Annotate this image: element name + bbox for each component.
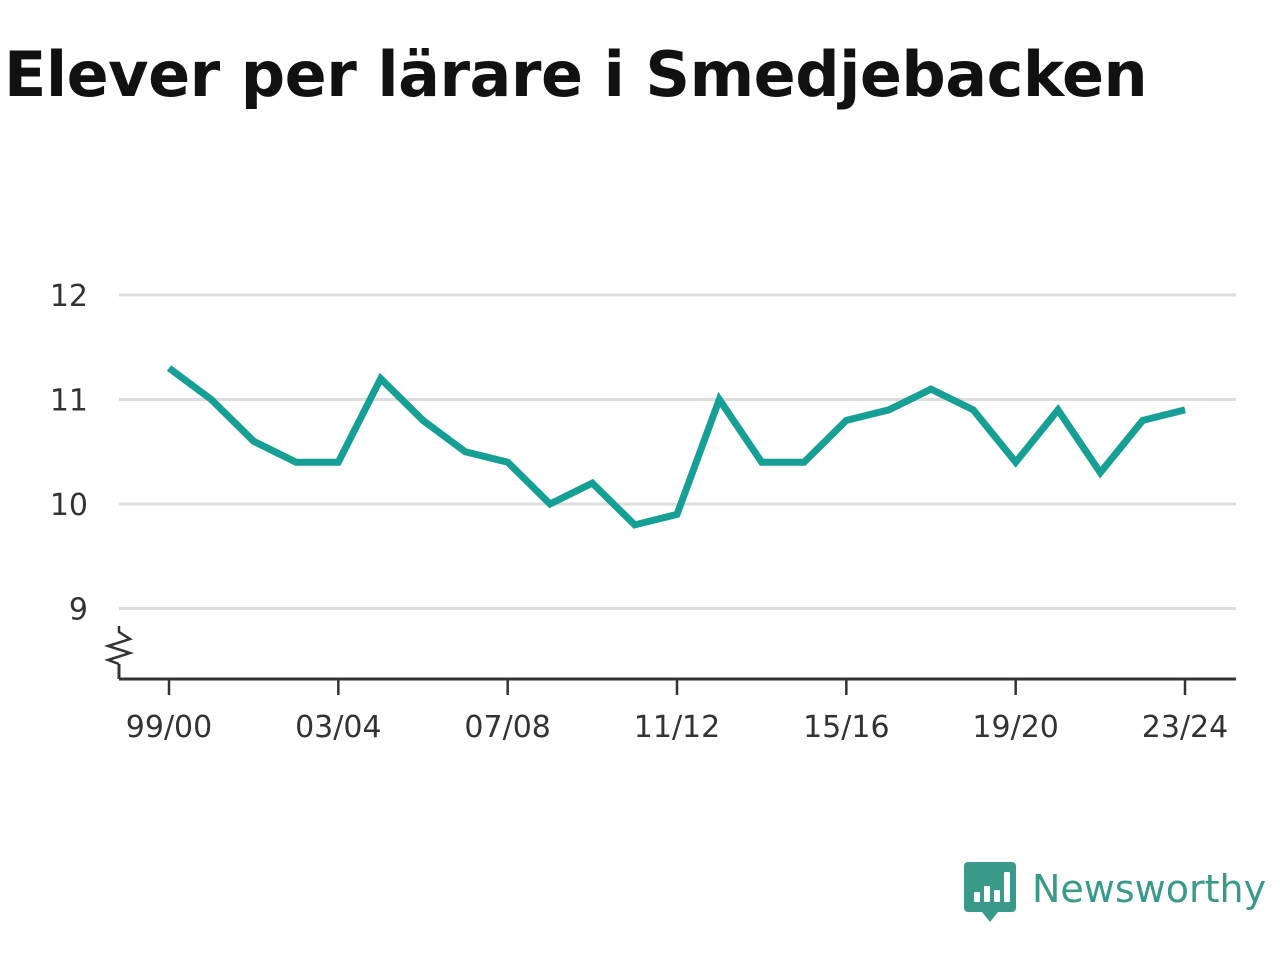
x-tick-label: 19/20 xyxy=(972,710,1058,745)
grid-lines xyxy=(119,293,1236,610)
y-axis-labels: 9 10 11 12 xyxy=(50,279,88,628)
y-axis-break-icon xyxy=(103,626,135,666)
series-group xyxy=(166,365,1186,529)
axes xyxy=(103,626,1236,681)
x-tick-label: 99/00 xyxy=(126,710,212,745)
y-tick-label: 10 xyxy=(50,488,88,523)
chart-title: Elever per lärare i Smedjebacken xyxy=(4,38,1148,111)
x-tick-label: 11/12 xyxy=(634,710,720,745)
x-axis-labels: 99/00 03/04 07/08 11/12 15/16 19/20 23/24 xyxy=(126,710,1228,745)
brand-logo: Newsworthy xyxy=(964,862,1266,926)
x-tick-label: 03/04 xyxy=(295,710,381,745)
newsworthy-logo-icon xyxy=(964,862,1016,922)
y-tick-label: 11 xyxy=(50,384,88,419)
x-tick-label: 23/24 xyxy=(1142,710,1228,745)
x-tick-label: 15/16 xyxy=(803,710,889,745)
series-line-0 xyxy=(166,365,1186,529)
x-axis-ticks xyxy=(167,679,1187,695)
x-tick-label: 07/08 xyxy=(464,710,550,745)
brand-name: Newsworthy xyxy=(1032,867,1267,911)
y-tick-label: 12 xyxy=(50,279,88,314)
y-tick-label: 9 xyxy=(69,593,88,628)
